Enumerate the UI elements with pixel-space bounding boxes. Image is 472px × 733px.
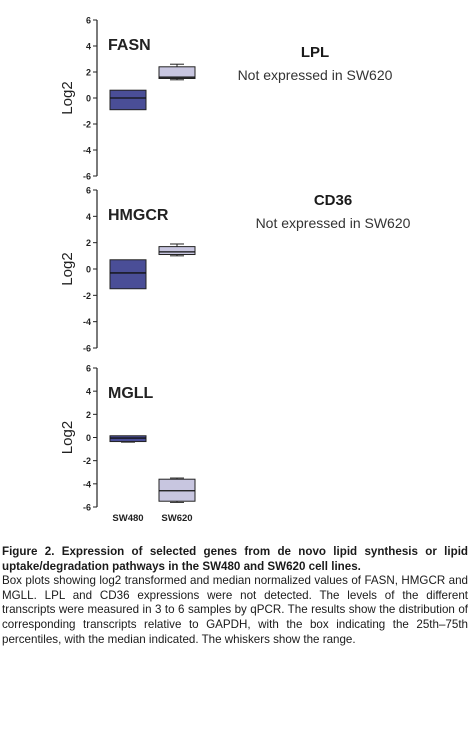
- y-tick-label: -6: [83, 344, 91, 354]
- lpl-note: LPL Not expressed in SW620: [210, 44, 420, 83]
- y-tick-label: -6: [83, 172, 91, 182]
- y-tick-label: 0: [86, 433, 91, 443]
- y-axis-label: Log2: [59, 81, 76, 114]
- box-iqr: [158, 246, 196, 256]
- box-plot-figure: -6-4-20246Log2FASN-6-4-20246Log2HMGCR-6-…: [59, 16, 196, 524]
- cd36-not-expressed-text: Not expressed in SW620: [255, 215, 411, 231]
- x-category-label: SW620: [161, 513, 192, 524]
- y-tick-label: -4: [83, 317, 91, 327]
- y-tick-label: 2: [86, 68, 91, 78]
- panel-fasn: -6 -4 -2 0 2 4 6 Log2 FASN: [59, 16, 196, 182]
- panel-mgll: -6 -4 -2 0 2 4 6 Log2 MGLL SW480 SW620: [59, 364, 196, 524]
- y-tick-label: 2: [86, 238, 91, 248]
- y-tick-label: -2: [83, 456, 91, 466]
- y-axis-label: Log2: [59, 252, 76, 285]
- panel-label: HMGCR: [108, 207, 169, 224]
- y-tick-label: 6: [86, 186, 91, 196]
- caption-title: Figure 2. Expression of selected genes f…: [2, 545, 468, 573]
- x-category-label: SW480: [112, 513, 143, 524]
- y-tick-label: 0: [86, 94, 91, 104]
- y-tick-label: 4: [86, 387, 91, 397]
- y-tick-label: -4: [83, 146, 91, 156]
- lpl-not-expressed-text: Not expressed in SW620: [237, 67, 393, 83]
- box-iqr: [109, 259, 147, 290]
- y-tick-label: 4: [86, 42, 91, 52]
- box-sw480: [109, 259, 147, 290]
- y-tick-label: 6: [86, 364, 91, 374]
- y-tick-label: 4: [86, 212, 91, 222]
- y-axis-label: Log2: [59, 421, 76, 454]
- box-iqr: [158, 66, 196, 80]
- y-tick-label: 6: [86, 16, 91, 26]
- box-sw620: [158, 477, 196, 503]
- box-iqr: [109, 89, 147, 111]
- y-tick-label: -6: [83, 503, 91, 513]
- y-tick-label: 0: [86, 265, 91, 275]
- lpl-title: LPL: [300, 44, 330, 61]
- panel-hmgcr: -6 -4 -2 0 2 4 6 Log2 HMGCR: [59, 186, 196, 354]
- y-tick-label: -4: [83, 479, 91, 489]
- caption-body: Box plots showing log2 transformed and m…: [2, 574, 468, 646]
- box-sw620: [158, 243, 196, 257]
- box-sw620: [158, 63, 196, 81]
- panel-label: FASN: [108, 37, 151, 54]
- y-tick-label: -2: [83, 291, 91, 301]
- box-sw480: [109, 89, 147, 111]
- panel-label: MGLL: [108, 385, 154, 402]
- figure-caption: Figure 2. Expression of selected genes f…: [2, 545, 468, 647]
- y-tick-label: -2: [83, 120, 91, 130]
- y-tick-label: 2: [86, 410, 91, 420]
- cd36-title: CD36: [313, 192, 353, 209]
- box-sw480: [109, 435, 147, 443]
- cd36-note: CD36 Not expressed in SW620: [228, 192, 438, 231]
